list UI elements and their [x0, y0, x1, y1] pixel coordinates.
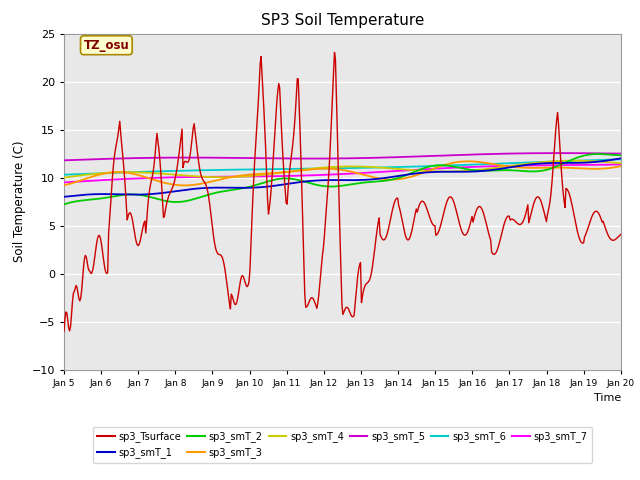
sp3_smT_7 [312, 172, 320, 178]
sp3_smT_2 [60, 202, 68, 207]
sp3_Tsurface [159, 198, 166, 204]
sp3_smT_1 [432, 169, 440, 175]
sp3_smT_6 [617, 156, 625, 162]
sp3_smT_5 [159, 155, 166, 161]
Y-axis label: Soil Temperature (C): Soil Temperature (C) [13, 141, 26, 263]
Title: SP3 Soil Temperature: SP3 Soil Temperature [260, 13, 424, 28]
sp3_smT_4 [159, 171, 166, 177]
sp3_smT_1 [617, 156, 625, 161]
Line: sp3_smT_6: sp3_smT_6 [64, 159, 621, 175]
sp3_Tsurface [331, 49, 339, 55]
sp3_smT_6 [479, 161, 487, 167]
sp3_smT_1 [388, 174, 396, 180]
sp3_smT_2 [204, 192, 211, 198]
sp3_smT_5 [312, 156, 320, 161]
sp3_smT_4 [570, 158, 577, 164]
X-axis label: Time: Time [593, 393, 621, 403]
Line: sp3_smT_7: sp3_smT_7 [64, 165, 621, 182]
sp3_smT_7 [432, 166, 440, 171]
sp3_smT_5 [204, 155, 211, 160]
sp3_smT_1 [312, 178, 320, 183]
sp3_smT_1 [204, 185, 211, 191]
sp3_smT_3 [181, 182, 189, 188]
sp3_smT_3 [389, 177, 397, 182]
sp3_smT_1 [159, 190, 166, 196]
sp3_smT_7 [204, 174, 211, 180]
sp3_smT_7 [388, 168, 396, 174]
sp3_smT_5 [60, 157, 68, 163]
sp3_smT_3 [313, 166, 321, 172]
sp3_smT_3 [60, 182, 68, 188]
sp3_smT_4 [432, 168, 440, 174]
sp3_smT_3 [433, 165, 440, 170]
sp3_Tsurface [617, 231, 625, 237]
sp3_smT_5 [617, 151, 625, 156]
sp3_smT_1 [479, 168, 487, 174]
Text: TZ_osu: TZ_osu [83, 39, 129, 52]
sp3_smT_2 [617, 153, 625, 158]
sp3_smT_4 [388, 166, 396, 171]
sp3_smT_1 [60, 194, 68, 200]
Legend: sp3_Tsurface, sp3_smT_1, sp3_smT_2, sp3_smT_3, sp3_smT_4, sp3_smT_5, sp3_smT_6, : sp3_Tsurface, sp3_smT_1, sp3_smT_2, sp3_… [93, 427, 592, 463]
Line: sp3_smT_3: sp3_smT_3 [64, 161, 621, 185]
sp3_smT_6 [204, 167, 211, 173]
sp3_smT_5 [555, 150, 563, 156]
sp3_smT_3 [481, 160, 489, 166]
sp3_smT_4 [60, 175, 68, 180]
sp3_smT_3 [465, 158, 472, 164]
sp3_smT_4 [617, 160, 625, 166]
sp3_Tsurface [389, 204, 397, 210]
sp3_smT_5 [479, 151, 487, 157]
sp3_smT_4 [479, 167, 487, 172]
Line: sp3_Tsurface: sp3_Tsurface [64, 52, 621, 331]
Line: sp3_smT_2: sp3_smT_2 [64, 154, 621, 204]
sp3_smT_2 [159, 197, 166, 203]
sp3_smT_5 [388, 155, 396, 160]
sp3_smT_2 [312, 182, 320, 188]
sp3_smT_4 [312, 166, 320, 171]
sp3_smT_7 [479, 164, 487, 169]
sp3_Tsurface [60, 328, 68, 334]
sp3_Tsurface [433, 232, 440, 238]
sp3_smT_7 [617, 162, 625, 168]
sp3_smT_6 [159, 168, 166, 174]
sp3_Tsurface [480, 213, 488, 218]
sp3_smT_6 [312, 166, 320, 171]
sp3_smT_2 [594, 151, 602, 157]
Line: sp3_smT_5: sp3_smT_5 [64, 153, 621, 160]
sp3_smT_7 [159, 175, 166, 180]
sp3_smT_3 [617, 163, 625, 169]
sp3_smT_6 [60, 172, 68, 178]
sp3_smT_5 [432, 153, 440, 159]
sp3_smT_3 [159, 180, 166, 185]
sp3_smT_3 [204, 180, 212, 185]
Line: sp3_smT_1: sp3_smT_1 [64, 158, 621, 197]
sp3_smT_2 [479, 168, 487, 174]
sp3_smT_2 [432, 163, 440, 168]
sp3_smT_2 [388, 177, 396, 182]
sp3_Tsurface [312, 302, 320, 308]
sp3_Tsurface [204, 186, 211, 192]
sp3_smT_6 [388, 164, 396, 170]
sp3_smT_6 [432, 163, 440, 169]
sp3_smT_4 [204, 174, 211, 180]
Line: sp3_smT_4: sp3_smT_4 [64, 161, 621, 178]
sp3_smT_7 [60, 180, 68, 185]
